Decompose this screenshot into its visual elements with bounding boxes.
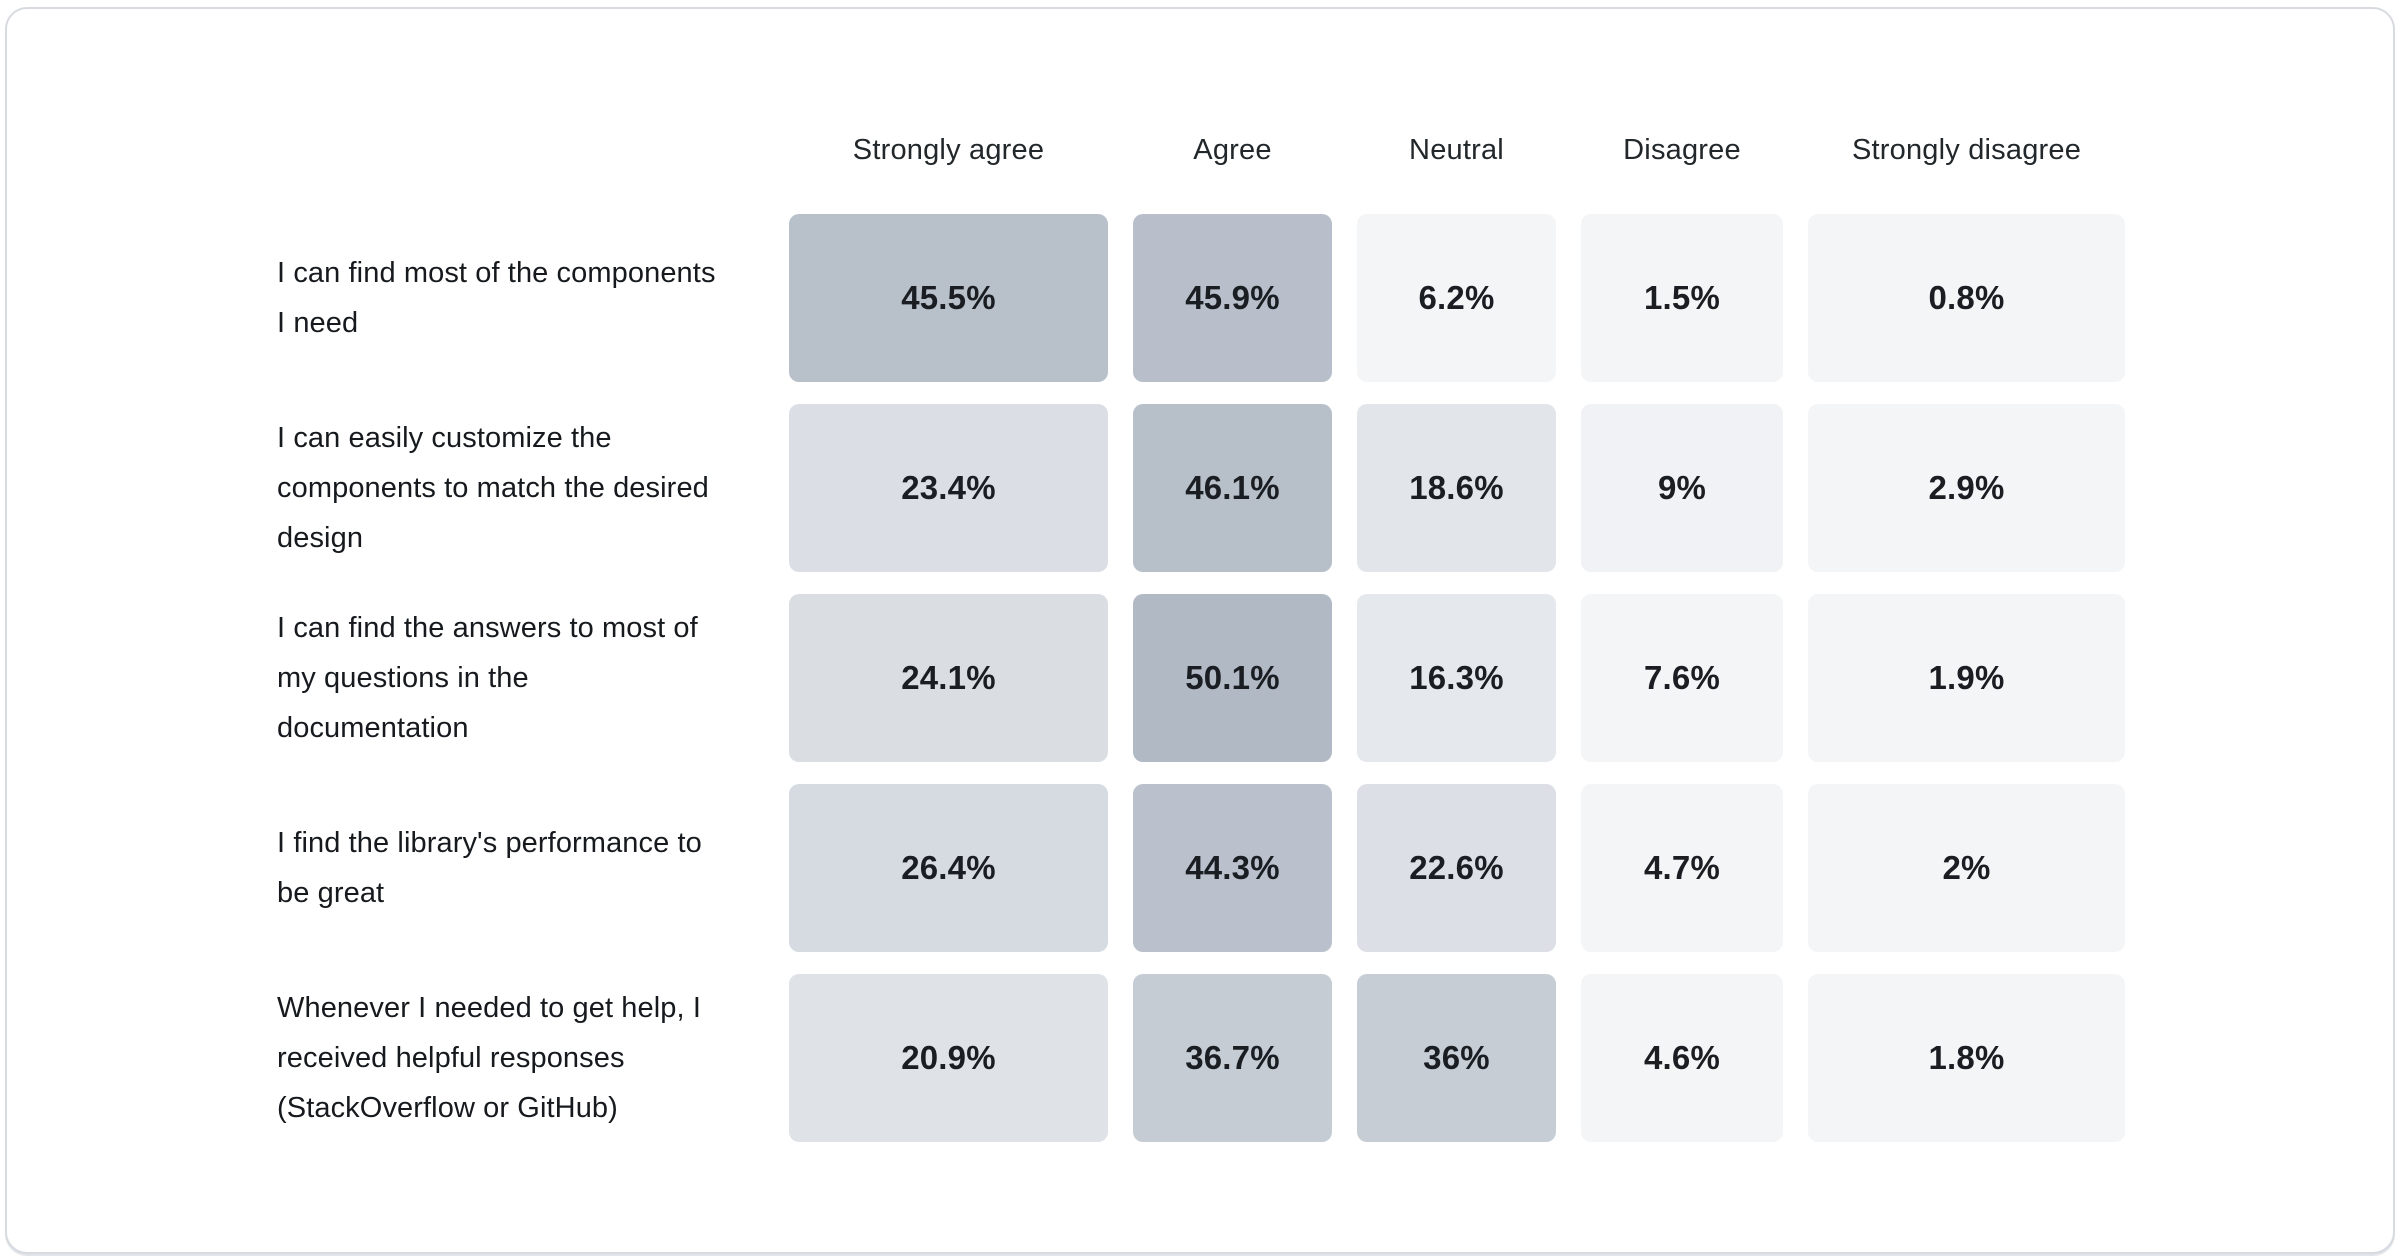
heatmap-cell: 23.4%: [789, 404, 1108, 572]
row-label: Whenever I needed to get help, I receive…: [277, 992, 701, 1124]
heatmap-cell: 44.3%: [1133, 784, 1332, 952]
heatmap-cell: 7.6%: [1581, 594, 1783, 762]
heatmap-cell: 1.5%: [1581, 214, 1783, 382]
heatmap-cell: 0.8%: [1808, 214, 2125, 382]
heatmap-cell: 45.9%: [1133, 214, 1332, 382]
heatmap-cell: 6.2%: [1357, 214, 1556, 382]
row-label: I can find most of the components I need: [277, 257, 716, 339]
column-header-disagree: Disagree: [1623, 134, 1741, 166]
survey-heatmap-card: Strongly agree Agree Neutral Disagree Strong…: [5, 7, 2395, 1254]
heatmap-cell: 22.6%: [1357, 784, 1556, 952]
heatmap-cell: 26.4%: [789, 784, 1108, 952]
heatmap-cell: 36%: [1357, 974, 1556, 1142]
row-label: I find the library's performance to be g…: [277, 827, 702, 909]
heatmap-cell: 9%: [1581, 404, 1783, 572]
column-header-agree: Agree: [1193, 134, 1272, 166]
heatmap-cell: 4.7%: [1581, 784, 1783, 952]
row-label: I can easily customize the components to…: [277, 422, 709, 554]
heatmap-cell: 2.9%: [1808, 404, 2125, 572]
heatmap-cell: 1.9%: [1808, 594, 2125, 762]
heatmap-cell: 1.8%: [1808, 974, 2125, 1142]
column-header-strongly-agree: Strongly agree: [852, 134, 1045, 166]
row-label: I can find the answers to most of my que…: [277, 612, 698, 744]
heatmap-cell: 50.1%: [1133, 594, 1332, 762]
heatmap-cell: 24.1%: [789, 594, 1108, 762]
heatmap-cell: 4.6%: [1581, 974, 1783, 1142]
heatmap-cell: 45.5%: [789, 214, 1108, 382]
likert-heatmap: Strongly agree Agree Neutral Disagree Strong…: [7, 9, 2393, 1142]
header-corner-spacer: [277, 109, 764, 192]
heatmap-cell: 2%: [1808, 784, 2125, 952]
heatmap-cell: 36.7%: [1133, 974, 1332, 1142]
heatmap-cell: 46.1%: [1133, 404, 1332, 572]
heatmap-cell: 16.3%: [1357, 594, 1556, 762]
heatmap-cell: 18.6%: [1357, 404, 1556, 572]
column-header-strongly-disagree: Strongly disagree: [1851, 134, 2082, 166]
heatmap-cell: 20.9%: [789, 974, 1108, 1142]
column-header-neutral: Neutral: [1409, 134, 1504, 166]
